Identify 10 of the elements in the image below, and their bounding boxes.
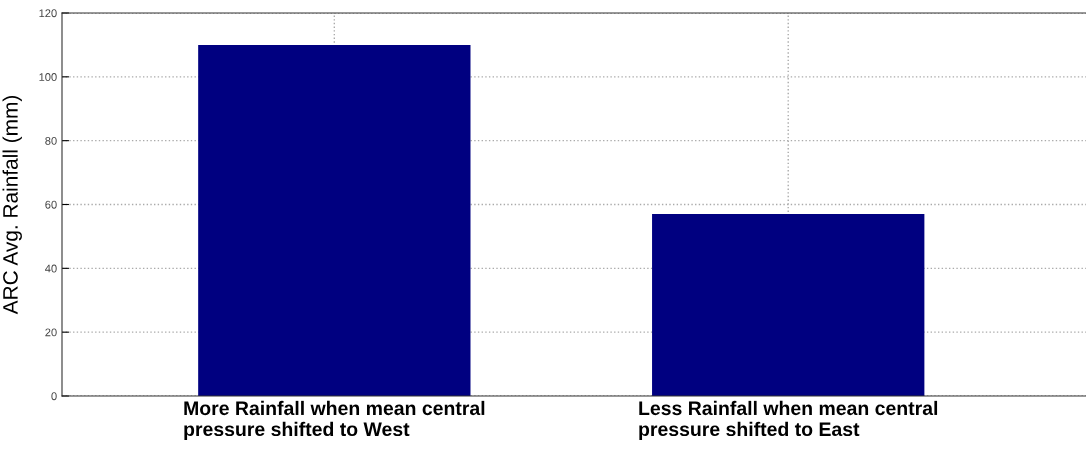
- x-tick-label: More Rainfall when mean central pressure shifted to West: [184, 400, 485, 440]
- x-tick-label: Less Rainfall when mean central pressure shifted to East: [639, 400, 938, 440]
- y-tick-label: 60: [45, 200, 57, 209]
- y-tick-label: 80: [45, 136, 57, 145]
- y-axis-title: ARC Avg. Rainfall (mm): [2, 96, 22, 315]
- y-tick-label: 120: [39, 9, 57, 18]
- y-tick-label: 0: [51, 392, 57, 401]
- y-tick-label: 100: [39, 73, 57, 81]
- y-tick-label: 20: [45, 328, 57, 337]
- y-tick-label: 40: [45, 264, 57, 273]
